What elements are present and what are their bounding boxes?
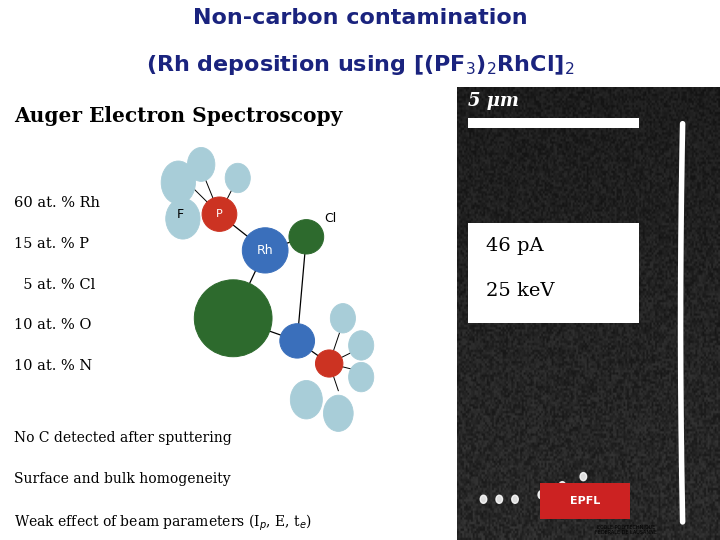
Text: (Rh deposition using [(PF$_3$)$_2$RhCl]$_2$: (Rh deposition using [(PF$_3$)$_2$RhCl]$… <box>146 53 574 77</box>
Text: 5 at. % Cl: 5 at. % Cl <box>14 278 95 292</box>
Ellipse shape <box>166 198 200 239</box>
Circle shape <box>202 197 237 231</box>
Text: 15 at. % P: 15 at. % P <box>14 237 89 251</box>
Text: Weak effect of beam parameters (I$_p$, E, t$_e$): Weak effect of beam parameters (I$_p$, E… <box>14 513 312 533</box>
Text: EPFL: EPFL <box>570 496 600 506</box>
Text: No C detected after sputtering: No C detected after sputtering <box>14 431 231 446</box>
Ellipse shape <box>480 495 487 503</box>
Ellipse shape <box>496 495 503 503</box>
Text: Rh: Rh <box>257 244 274 257</box>
Text: 25 keV: 25 keV <box>486 282 554 300</box>
Text: 60 at. % Rh: 60 at. % Rh <box>14 196 99 210</box>
Ellipse shape <box>225 163 251 193</box>
Circle shape <box>280 323 315 358</box>
Text: Surface and bulk homogeneity: Surface and bulk homogeneity <box>14 472 230 486</box>
Text: ECOLE POLYTECHNIQUE: ECOLE POLYTECHNIQUE <box>598 524 655 530</box>
Text: 46 pA: 46 pA <box>486 237 544 255</box>
Ellipse shape <box>161 161 195 204</box>
Text: 10 at. % N: 10 at. % N <box>14 359 92 373</box>
Text: Cl: Cl <box>325 212 337 225</box>
FancyBboxPatch shape <box>468 118 639 128</box>
Text: Auger Electron Spectroscopy: Auger Electron Spectroscopy <box>14 106 342 126</box>
Ellipse shape <box>348 362 374 392</box>
Ellipse shape <box>512 495 518 503</box>
Text: 5 μm: 5 μm <box>468 92 518 110</box>
Text: Non-carbon contamination: Non-carbon contamination <box>193 9 527 29</box>
Text: P: P <box>216 209 222 219</box>
Ellipse shape <box>348 330 374 360</box>
Text: F: F <box>177 208 184 221</box>
Circle shape <box>194 280 272 357</box>
Circle shape <box>243 228 288 273</box>
Ellipse shape <box>187 147 215 181</box>
Ellipse shape <box>559 482 566 490</box>
FancyBboxPatch shape <box>540 483 630 519</box>
Ellipse shape <box>580 472 587 481</box>
Ellipse shape <box>323 395 354 431</box>
Ellipse shape <box>538 491 544 499</box>
Text: 10 at. % O: 10 at. % O <box>14 318 91 332</box>
Text: FÉDÉRALE DE LAUSANNE: FÉDÉRALE DE LAUSANNE <box>595 530 657 535</box>
Circle shape <box>315 350 343 377</box>
Ellipse shape <box>290 381 323 419</box>
FancyBboxPatch shape <box>468 223 639 323</box>
Circle shape <box>289 220 324 254</box>
Ellipse shape <box>330 303 356 333</box>
